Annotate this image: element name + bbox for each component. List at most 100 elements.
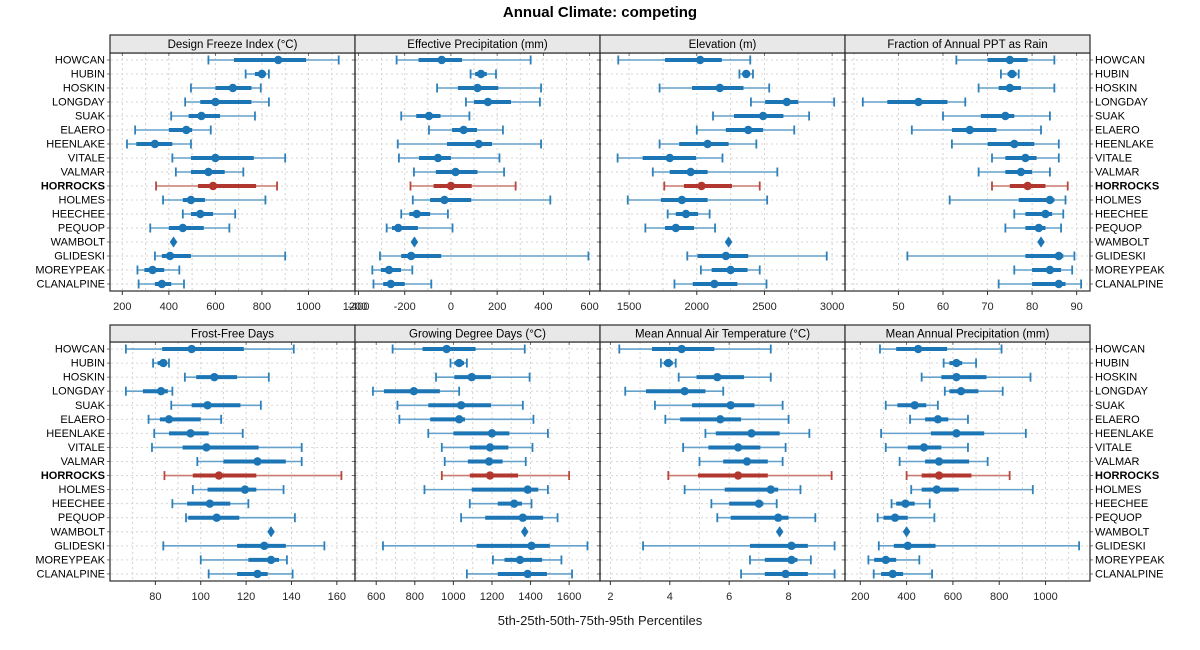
site-label-right-moreypeak: MOREYPEAK bbox=[1095, 554, 1165, 566]
site-label-right-hubin: HUBIN bbox=[1095, 69, 1129, 81]
axis-tick-label: 200 bbox=[113, 301, 131, 313]
series-suak bbox=[654, 400, 784, 410]
series-heechee bbox=[468, 499, 533, 509]
median-dot bbox=[703, 139, 712, 149]
axis-tick-label: 600 bbox=[206, 301, 224, 313]
strip-title: Effective Precipitation (mm) bbox=[407, 39, 548, 51]
median-dot bbox=[214, 471, 224, 480]
series-elaero bbox=[134, 125, 212, 135]
series-holmes bbox=[423, 485, 549, 495]
series-hoskin bbox=[658, 83, 771, 93]
median-dot bbox=[671, 223, 681, 233]
median-dot bbox=[664, 358, 673, 368]
site-label-left-glideski: GLIDESKI bbox=[54, 251, 105, 263]
series-wambolt bbox=[410, 236, 419, 248]
series-hoskin bbox=[977, 83, 1056, 93]
series-elaero bbox=[695, 125, 796, 135]
site-label-left-heenlake: HEENLAKE bbox=[46, 428, 105, 440]
series-longday bbox=[124, 386, 174, 396]
series-moreypeak bbox=[371, 265, 414, 275]
series-heechee bbox=[400, 209, 449, 219]
median-dot bbox=[211, 97, 220, 107]
series-clanalpine bbox=[740, 569, 836, 579]
series-valmar bbox=[977, 167, 1051, 177]
series-glideski bbox=[162, 541, 326, 551]
series-moreypeak bbox=[699, 265, 761, 275]
series-glideski bbox=[382, 541, 589, 551]
median-dot bbox=[205, 499, 215, 508]
series-longday bbox=[465, 97, 541, 107]
series-horrocks bbox=[991, 181, 1069, 191]
median-dot bbox=[742, 457, 752, 466]
series-valmar bbox=[898, 457, 989, 466]
series-hubin bbox=[449, 358, 468, 368]
median-dot bbox=[253, 457, 262, 466]
median-dot bbox=[485, 471, 495, 480]
site-label-right-heechee: HEECHEE bbox=[1095, 498, 1148, 510]
site-label-right-holmes: HOLMES bbox=[1095, 195, 1141, 207]
median-dot bbox=[485, 443, 495, 452]
site-label-right-hubin: HUBIN bbox=[1095, 358, 1129, 370]
median-dot bbox=[721, 251, 731, 261]
median-dot bbox=[680, 387, 689, 396]
series-suak bbox=[170, 111, 256, 121]
series-hoskin bbox=[920, 372, 1032, 382]
site-label-right-wambolt: WAMBOLT bbox=[1095, 237, 1150, 249]
series-moreypeak bbox=[867, 555, 921, 565]
median-dot bbox=[208, 181, 218, 191]
series-pequop bbox=[876, 513, 936, 523]
series-pequop bbox=[1004, 223, 1062, 233]
series-heenlake bbox=[126, 139, 192, 149]
chart-title: Annual Climate: competing bbox=[502, 4, 698, 21]
median-dot bbox=[202, 443, 211, 452]
axis-tick-label: 3000 bbox=[820, 301, 844, 313]
median-dot bbox=[1054, 251, 1064, 261]
series-wambolt bbox=[520, 526, 529, 538]
percentiles-caption: 5th-25th-50th-75th-95th Percentiles bbox=[497, 613, 703, 628]
median-dot bbox=[476, 69, 486, 79]
series-wambolt bbox=[724, 236, 733, 248]
site-label-right-longday: LONGDAY bbox=[1095, 386, 1149, 398]
axis-tick-label: 1600 bbox=[557, 591, 581, 603]
median-dot bbox=[1005, 55, 1015, 65]
median-dot bbox=[515, 555, 525, 565]
panel-growing-degree-days-c: Growing Degree Days (°C) 600 800 1000 1200 14… bbox=[352, 324, 603, 603]
strip-header bbox=[844, 324, 1091, 343]
site-label-left-elaero: ELAERO bbox=[60, 125, 105, 137]
series-elaero bbox=[147, 414, 223, 424]
median-dot bbox=[211, 153, 220, 163]
median-dot bbox=[910, 401, 919, 410]
median-dot bbox=[253, 569, 262, 579]
series-vitale bbox=[884, 442, 969, 452]
series-hubin bbox=[1000, 69, 1020, 79]
series-wambolt bbox=[1037, 236, 1045, 248]
median-diamond bbox=[1037, 236, 1045, 248]
series-howcan bbox=[391, 344, 526, 354]
site-label-left-vitale: VITALE bbox=[68, 153, 105, 165]
series-holmes bbox=[910, 485, 1034, 495]
axis-tick-label: 200 bbox=[488, 301, 506, 313]
series-heechee bbox=[171, 499, 250, 509]
series-howcan bbox=[955, 55, 1056, 65]
series-holmes bbox=[626, 195, 769, 205]
median-dot bbox=[888, 569, 897, 579]
series-holmes bbox=[411, 195, 552, 205]
site-label-right-howcan: HOWCAN bbox=[1095, 344, 1145, 356]
site-label-left-hoskin: HOSKIN bbox=[63, 83, 105, 95]
median-dot bbox=[159, 358, 168, 368]
series-horrocks bbox=[155, 181, 278, 191]
median-dot bbox=[442, 344, 451, 354]
site-label-right-valmar: VALMAR bbox=[1095, 167, 1139, 179]
median-dot bbox=[914, 97, 923, 107]
axis-tick-label: 600 bbox=[580, 301, 598, 313]
axis-tick-label: 1400 bbox=[518, 591, 542, 603]
panel-mean-annual-air-temperature-c: Mean Annual Air Temperature (°C) 2 4 6 8 bbox=[597, 324, 848, 603]
site-label-right-horrocks: HORROCKS bbox=[1095, 470, 1159, 482]
series-clanalpine bbox=[465, 569, 573, 579]
axis-tick-label: 60 bbox=[937, 301, 949, 313]
series-glideski bbox=[154, 251, 287, 261]
site-label-left-howcan: HOWCAN bbox=[55, 55, 105, 67]
series-heenlake bbox=[704, 428, 811, 438]
median-dot bbox=[473, 83, 482, 93]
